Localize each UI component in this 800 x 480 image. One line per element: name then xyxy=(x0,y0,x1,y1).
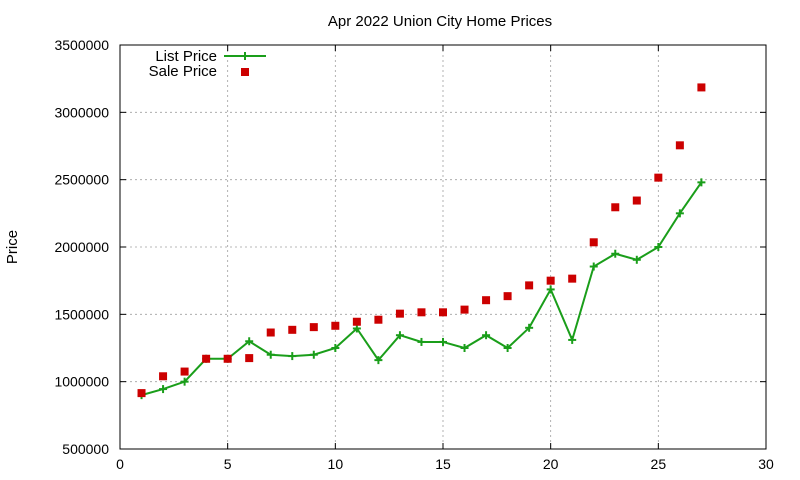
y-axis-label: Price xyxy=(4,230,21,264)
y-tick-label: 1500000 xyxy=(54,306,109,322)
sale-price-point xyxy=(137,389,146,398)
legend-marker-sale-price xyxy=(241,68,249,76)
sale-price-point xyxy=(374,315,383,324)
y-tick-label: 3500000 xyxy=(54,37,109,53)
sale-price-point xyxy=(266,328,275,337)
chart-title: Apr 2022 Union City Home Prices xyxy=(328,13,552,30)
legend-label-list-price: List Price xyxy=(155,48,217,65)
list-price-point xyxy=(180,377,189,386)
data-series xyxy=(137,83,706,400)
y-tick-label: 500000 xyxy=(62,441,109,457)
sale-price-point xyxy=(525,281,534,290)
x-tick-label: 15 xyxy=(435,456,451,472)
x-tick-label: 0 xyxy=(116,456,124,472)
list-price-point xyxy=(245,337,254,346)
sale-price-point xyxy=(180,367,189,376)
sale-price-point xyxy=(288,325,297,334)
list-price-point xyxy=(525,323,534,332)
x-tick-label: 30 xyxy=(758,456,774,472)
sale-price-point xyxy=(697,83,706,92)
list-price-point xyxy=(352,324,361,333)
sale-price-point xyxy=(482,296,491,305)
x-tick-label: 20 xyxy=(543,456,559,472)
list-price-point xyxy=(159,385,168,394)
sale-price-point xyxy=(611,203,620,212)
sale-price-point xyxy=(460,305,469,314)
list-price-point xyxy=(697,178,706,187)
sale-price-point xyxy=(245,354,254,363)
list-price-point xyxy=(460,344,469,352)
x-tick-label: 5 xyxy=(224,456,232,472)
sale-price-point xyxy=(439,308,447,317)
sale-price-point xyxy=(632,196,641,205)
list-price-point xyxy=(654,243,663,251)
plot-frame xyxy=(119,44,767,450)
sale-price-point xyxy=(675,141,684,150)
sale-price-point xyxy=(202,354,211,363)
sale-price-point xyxy=(331,321,340,330)
list-price-point xyxy=(374,356,383,365)
sale-price-point xyxy=(159,372,168,381)
legend-marker-list-price xyxy=(241,52,249,60)
sale-price-point xyxy=(417,308,426,317)
sale-price-point xyxy=(654,173,663,182)
sale-price-point xyxy=(568,274,577,283)
list-price-point xyxy=(503,344,512,352)
list-price-point xyxy=(288,352,297,361)
list-price-point xyxy=(546,285,555,294)
list-price-point xyxy=(568,335,577,344)
y-tick-label: 2000000 xyxy=(54,239,109,255)
list-price-point xyxy=(395,331,404,340)
grid xyxy=(120,45,766,449)
list-price-point xyxy=(589,262,598,271)
legend-square-marker xyxy=(241,68,249,76)
list-price-point xyxy=(309,350,318,359)
sale-price-point xyxy=(503,292,512,301)
legend-label-sale-price: Sale Price xyxy=(149,63,217,80)
list-price-point xyxy=(417,337,426,346)
y-tick-label: 3000000 xyxy=(54,104,109,120)
y-tick-label: 2500000 xyxy=(54,172,109,188)
sale-price-point xyxy=(546,276,555,285)
list-price-point xyxy=(675,209,684,218)
list-price-line xyxy=(141,181,703,397)
list-price-point xyxy=(439,337,447,346)
sale-price-point xyxy=(223,354,232,363)
list-price-point xyxy=(266,350,275,359)
sale-price-point xyxy=(352,317,361,326)
axis-ticks: 500000 1000000 1500000 2000000 2500000 300000… xyxy=(54,37,774,472)
y-tick-label: 1000000 xyxy=(54,374,109,390)
sale-price-point xyxy=(589,238,598,247)
x-tick-label: 10 xyxy=(328,456,344,472)
list-price-point xyxy=(611,249,620,258)
list-price-point xyxy=(632,255,641,264)
legend: List Price Sale Price xyxy=(149,48,266,80)
legend-plus-marker xyxy=(241,52,249,60)
sale-price-point xyxy=(395,309,404,318)
x-tick-label: 25 xyxy=(651,456,667,472)
sale-price-point xyxy=(309,323,318,332)
list-price-point xyxy=(331,344,340,352)
list-price-point xyxy=(482,331,491,340)
